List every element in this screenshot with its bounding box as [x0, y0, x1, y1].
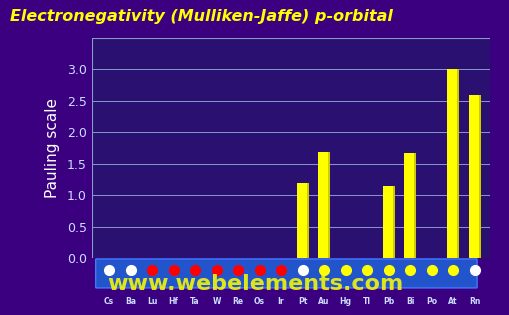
Bar	[318, 152, 329, 258]
Text: Re: Re	[232, 297, 243, 306]
Text: Electronegativity (Mulliken-Jaffe) p-orbital: Electronegativity (Mulliken-Jaffe) p-orb…	[10, 9, 392, 25]
Text: Pb: Pb	[382, 297, 393, 306]
Text: Ta: Ta	[190, 297, 200, 306]
Text: Ir: Ir	[277, 297, 284, 306]
Text: Po: Po	[425, 297, 436, 306]
Bar	[403, 153, 415, 258]
Text: Rn: Rn	[468, 297, 479, 306]
Text: Os: Os	[253, 297, 265, 306]
Bar	[414, 153, 415, 258]
Text: Bi: Bi	[405, 297, 413, 306]
FancyBboxPatch shape	[96, 259, 476, 288]
Bar	[328, 152, 330, 258]
Bar	[478, 94, 480, 258]
Text: Au: Au	[318, 297, 329, 306]
Text: Pt: Pt	[297, 297, 306, 306]
Bar	[457, 69, 458, 258]
Bar	[382, 186, 393, 258]
Bar	[392, 186, 394, 258]
Text: Tl: Tl	[362, 297, 371, 306]
Text: Cs: Cs	[104, 297, 114, 306]
Text: Ba: Ba	[125, 297, 136, 306]
Bar	[296, 183, 308, 258]
Bar	[468, 94, 479, 258]
Text: At: At	[447, 297, 457, 306]
Bar	[446, 69, 458, 258]
Text: W: W	[212, 297, 220, 306]
Text: Hg: Hg	[339, 297, 351, 306]
Y-axis label: Pauling scale: Pauling scale	[45, 98, 60, 198]
Text: Lu: Lu	[147, 297, 157, 306]
Bar	[306, 183, 308, 258]
Text: www.webelements.com: www.webelements.com	[107, 273, 402, 294]
Text: Hf: Hf	[168, 297, 178, 306]
